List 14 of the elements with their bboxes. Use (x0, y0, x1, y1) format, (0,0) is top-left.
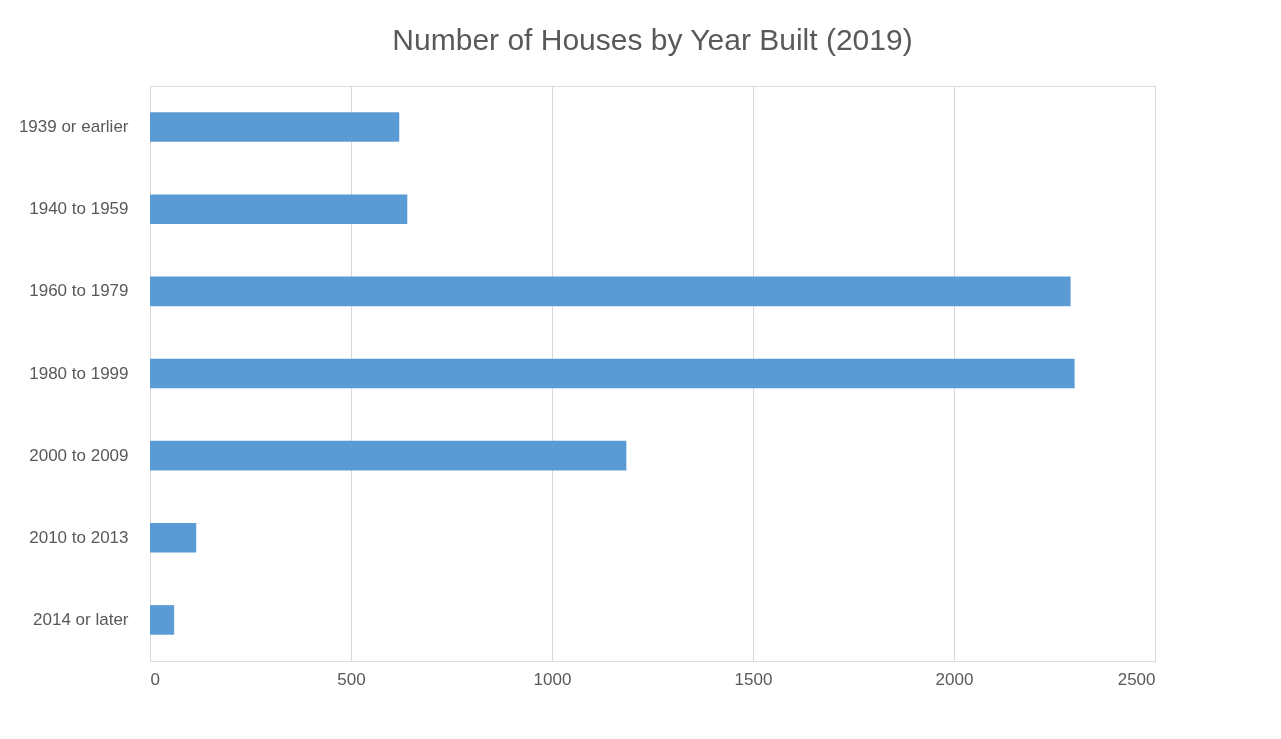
y-tick-label: 1940 to 1959 (29, 199, 129, 219)
x-tick-label: 2500 (1117, 669, 1156, 689)
x-tick-label: 2000 (935, 669, 974, 689)
x-tick-label: 500 (337, 669, 366, 689)
y-tick-label: 1939 or earlier (18, 117, 129, 137)
y-tick-label: 1980 to 1999 (29, 363, 129, 383)
y-tick-label: 2000 to 2009 (29, 445, 129, 465)
chart-title: Number of Houses by Year Built (2019) (392, 23, 913, 56)
y-tick-label: 1960 to 1979 (29, 281, 129, 301)
x-tick-label: 1500 (734, 669, 773, 689)
y-tick-label: 2010 to 2013 (29, 527, 129, 547)
y-tick-label: 2014 or later (33, 609, 129, 629)
x-tick-label: 1000 (533, 669, 572, 689)
x-tick-label: 0 (150, 669, 160, 689)
